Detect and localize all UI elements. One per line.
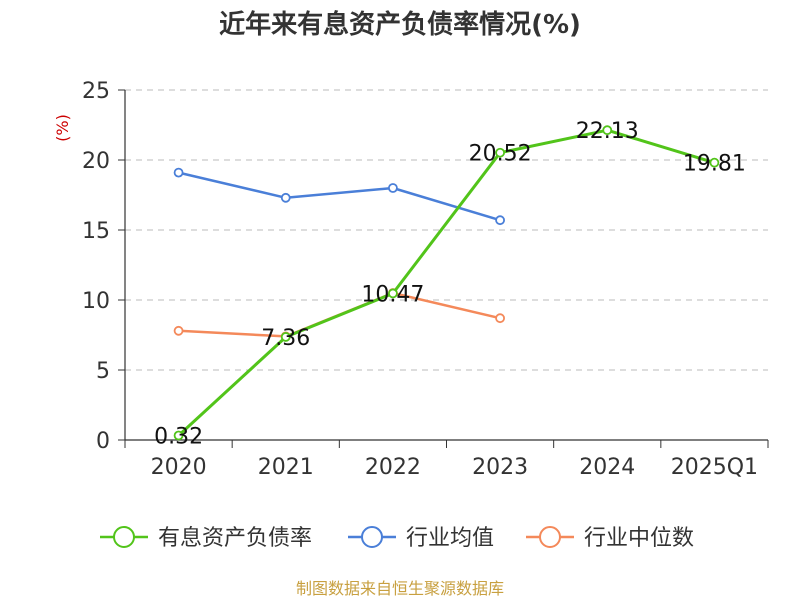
axes: 0 5 10 15 20 25 2020 2021 2022 2023 2024 2025Q1: [82, 79, 769, 480]
data-label: 19.81: [683, 152, 746, 177]
y-tick-label: 10: [82, 289, 110, 314]
source-note: 制图数据来自恒生聚源数据库: [296, 579, 504, 598]
data-point: [602, 125, 613, 136]
legend[interactable]: 有息资产负债率 行业均值 行业中位数: [100, 526, 694, 551]
data-label: 7.36: [261, 326, 310, 351]
data-labels: 0.32 7.36 10.47 20.52 22.13 19.81: [154, 119, 746, 449]
y-tick-label: 15: [82, 219, 110, 244]
y-unit-label: (%): [53, 114, 72, 142]
legend-item[interactable]: 行业均值: [348, 526, 494, 551]
data-point: [173, 167, 184, 178]
data-label: 0.32: [154, 425, 203, 450]
data-point: [388, 288, 398, 299]
data-point: [280, 192, 291, 203]
data-point: [388, 183, 398, 193]
series-lines: [173, 125, 720, 441]
x-tick-label: 2021: [258, 455, 314, 480]
data-label: 20.52: [469, 142, 532, 167]
chart-title: 近年来有息资产负债率情况(%): [219, 9, 581, 40]
x-tick-label: 2024: [579, 455, 635, 480]
data-point: [173, 325, 184, 336]
data-label: 22.13: [576, 119, 639, 144]
legend-swatch-marker: [361, 526, 383, 548]
grid-lines: [125, 89, 768, 371]
y-tick-label: 25: [82, 79, 110, 104]
x-tick-label: 2022: [365, 455, 421, 480]
data-point: [495, 313, 505, 324]
legend-item[interactable]: 有息资产负债率: [100, 526, 312, 551]
y-tick-label: 0: [96, 429, 110, 454]
legend-label: 行业均值: [406, 526, 494, 551]
x-tick-label: 2023: [472, 455, 528, 480]
data-point: [495, 215, 505, 226]
y-tick-label: 5: [96, 359, 110, 384]
legend-label: 行业中位数: [584, 526, 694, 551]
series-line-1: [178, 171, 501, 222]
series-line-0: [177, 128, 715, 437]
legend-item[interactable]: 行业中位数: [526, 526, 694, 551]
legend-swatch-marker: [539, 526, 561, 548]
data-point: [495, 147, 505, 158]
x-tick-label: 2020: [151, 455, 207, 480]
x-tick-label: 2025Q1: [671, 455, 758, 480]
data-point: [280, 332, 291, 342]
data-point: [173, 430, 184, 441]
data-point: [709, 157, 720, 168]
legend-swatch-marker: [113, 526, 135, 548]
legend-label: 有息资产负债率: [158, 526, 312, 551]
data-label: 10.47: [361, 282, 424, 307]
y-tick-label: 20: [82, 149, 110, 174]
